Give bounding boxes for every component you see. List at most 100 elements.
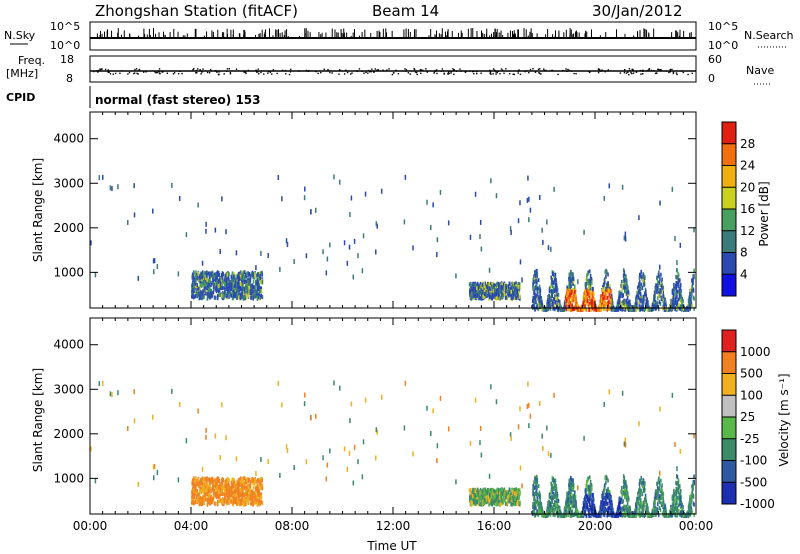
echo-cell <box>535 271 538 276</box>
echo-cell <box>232 481 234 486</box>
echo-cell <box>247 477 249 482</box>
echo-cell <box>171 388 173 394</box>
nave-dot <box>475 70 478 73</box>
echo-cell <box>197 477 200 482</box>
echo-cell <box>498 285 501 290</box>
power-x-ticks <box>89 112 697 308</box>
echo-cell <box>257 287 260 292</box>
echo-cell <box>249 283 251 288</box>
nave-dot <box>426 71 429 73</box>
nave-dot <box>133 72 135 75</box>
freq-tick-top: 18 <box>60 53 74 66</box>
echo-cell <box>261 478 263 483</box>
echo-cell <box>486 496 489 501</box>
echo-cell <box>583 229 585 235</box>
echo-cell <box>243 493 246 498</box>
echo-cell <box>655 289 658 294</box>
echo-cell <box>624 304 627 309</box>
echo-cell <box>243 496 246 501</box>
echo-cell <box>240 476 242 481</box>
echo-cell <box>489 497 492 502</box>
echo-cell <box>590 295 593 300</box>
echo-cell <box>510 295 513 300</box>
echo-cell <box>199 480 202 485</box>
echo-cell <box>230 485 232 490</box>
echo-cell <box>192 496 194 501</box>
echo-cell <box>636 303 638 308</box>
echo-cell <box>626 296 629 301</box>
nave-dot <box>404 68 406 70</box>
echo-cell <box>259 295 262 300</box>
echo-cell <box>584 289 586 294</box>
echo-cell <box>474 283 477 288</box>
nave-dot <box>665 70 668 72</box>
echo-cell <box>234 492 237 497</box>
nave-dot <box>497 70 499 73</box>
nave-dot <box>166 72 168 74</box>
echo-cell <box>109 185 112 191</box>
echo-cell <box>555 296 557 301</box>
echo-cell <box>616 301 619 306</box>
echo-cell <box>611 301 614 306</box>
echo-cell <box>495 489 498 494</box>
nave-dot <box>489 69 491 72</box>
echo-cell <box>570 297 573 302</box>
echo-cell <box>243 280 246 285</box>
echo-cell <box>223 291 226 296</box>
echo-cell <box>692 273 695 278</box>
nave-dot <box>442 70 444 72</box>
echo-cell <box>533 300 536 305</box>
echo-cell <box>508 287 511 292</box>
nave-dot <box>623 71 626 74</box>
echo-cell <box>201 476 204 481</box>
nave-dot <box>229 73 232 75</box>
echo-cell <box>630 307 633 312</box>
echo-cell <box>586 291 589 296</box>
echo-cell <box>206 487 208 492</box>
echo-cell <box>490 502 493 507</box>
echo-cell <box>644 481 646 487</box>
nave-dot <box>476 72 478 75</box>
echo-cell <box>469 290 471 295</box>
nave-dot <box>675 72 678 74</box>
echo-cell <box>639 286 642 291</box>
echo-cell <box>487 289 490 294</box>
echo-cell <box>677 272 680 277</box>
echo-cell <box>156 264 159 270</box>
echo-cell <box>642 278 644 283</box>
echo-cell <box>654 283 657 288</box>
echo-cell <box>236 501 238 506</box>
nave-dot <box>214 70 217 72</box>
echo-cell <box>364 397 367 403</box>
nave-dot <box>225 70 228 72</box>
echo-cell <box>510 435 512 441</box>
echo-cell <box>586 278 589 283</box>
echo-cell <box>480 296 482 301</box>
echo-cell <box>243 290 246 295</box>
echo-cell <box>247 479 249 484</box>
echo-cell <box>558 299 561 304</box>
echo-cell <box>494 491 497 496</box>
echo-cell <box>222 272 225 277</box>
echo-cell <box>602 296 605 301</box>
echo-cell <box>603 195 606 201</box>
echo-cell <box>638 300 640 305</box>
echo-cell <box>235 493 238 498</box>
echo-cell <box>479 284 481 289</box>
echo-cell <box>693 227 695 233</box>
nave-dot <box>635 71 638 73</box>
echo-cell <box>658 270 660 275</box>
echo-cell <box>587 301 589 306</box>
nave-dot <box>453 73 455 76</box>
echo-cell <box>249 279 252 284</box>
echo-cell <box>247 273 249 278</box>
echo-cell <box>247 293 249 298</box>
echo-cell <box>259 479 261 484</box>
nave-dot <box>358 68 361 70</box>
echo-cell <box>481 286 484 291</box>
echo-cell <box>198 296 201 301</box>
nave-dot <box>672 72 675 75</box>
echo-cell <box>196 283 199 288</box>
nave-dot <box>687 73 689 76</box>
